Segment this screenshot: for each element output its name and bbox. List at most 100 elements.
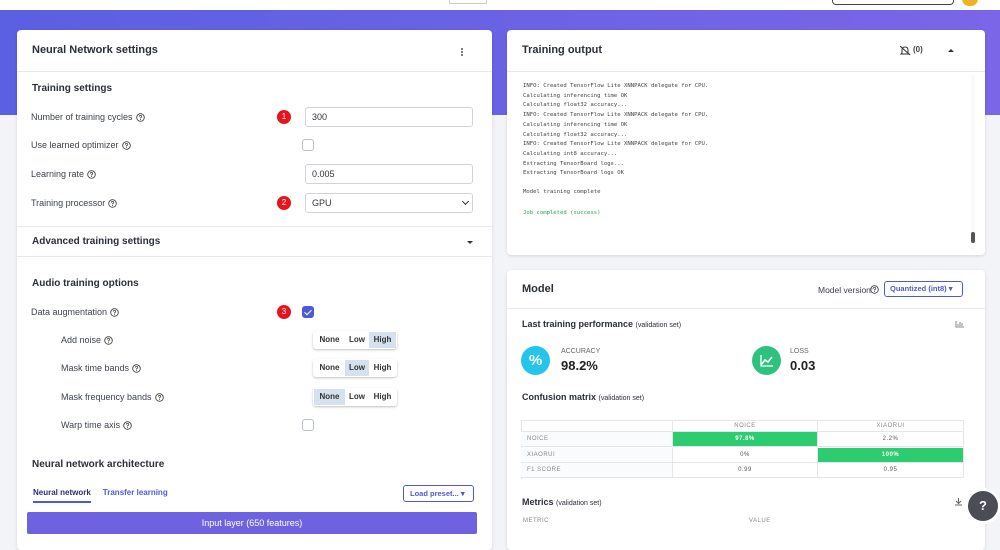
section-title: Neural network architecture bbox=[32, 459, 165, 470]
segment-option[interactable]: High bbox=[369, 360, 396, 376]
help-icon[interactable] bbox=[104, 335, 113, 345]
matrix-row-label: NOICE bbox=[521, 432, 673, 447]
top-bar bbox=[0, 0, 1000, 10]
matrix-row-label: F1 SCORE bbox=[521, 463, 673, 478]
field-label: Number of training cycles bbox=[31, 112, 133, 122]
divider bbox=[17, 71, 492, 72]
log-line: INFO: Created TensorFlow Lite XNNPACK de… bbox=[523, 141, 709, 148]
confusion-note: (validation set) bbox=[598, 395, 645, 402]
log-line: Calculating inferencing time OK bbox=[523, 92, 628, 99]
segment-option[interactable]: High bbox=[369, 389, 396, 405]
scrollbar-thumb[interactable] bbox=[971, 232, 975, 243]
step-badge: 3 bbox=[277, 305, 291, 319]
section-title: Training settings bbox=[32, 83, 113, 94]
bell-off-icon[interactable] bbox=[899, 45, 911, 56]
divider bbox=[17, 226, 492, 227]
select[interactable]: GPU bbox=[305, 193, 473, 213]
loss-icon bbox=[752, 346, 781, 375]
card-title: Training output bbox=[522, 44, 603, 56]
caret-up[interactable] bbox=[947, 47, 955, 53]
segment-option[interactable]: Low bbox=[345, 389, 369, 405]
card-title: Model bbox=[522, 283, 554, 295]
card-title: Neural Network settings bbox=[32, 44, 158, 56]
top-button[interactable] bbox=[449, 0, 487, 4]
segment-option[interactable]: None bbox=[314, 360, 345, 376]
segment-option[interactable]: High bbox=[369, 332, 396, 348]
section-title: Audio training options bbox=[32, 278, 139, 289]
checkbox[interactable] bbox=[302, 419, 314, 431]
tab-underline bbox=[33, 501, 91, 503]
warning-count[interactable]: (0) bbox=[913, 45, 923, 54]
log-line: Job completed (success) bbox=[523, 210, 601, 216]
checkbox[interactable] bbox=[302, 306, 314, 318]
segment-option[interactable]: None bbox=[314, 389, 345, 405]
matrix-cell: 0% bbox=[673, 447, 818, 463]
matrix-cell: 2.2% bbox=[818, 432, 964, 447]
segment-option[interactable]: None bbox=[314, 332, 345, 348]
field-label: Warp time axis bbox=[61, 420, 121, 430]
help-icon[interactable] bbox=[123, 420, 132, 430]
avatar[interactable] bbox=[962, 0, 978, 6]
version-select[interactable]: Quantized (int8) ▾ bbox=[884, 281, 963, 297]
version-label: Model version: bbox=[818, 285, 874, 295]
loss-label: LOSS bbox=[790, 348, 809, 355]
tab[interactable]: Transfer learning bbox=[102, 488, 168, 497]
log-line: Extracting TensorBoard logs OK bbox=[523, 170, 625, 177]
menu-icon[interactable] bbox=[459, 46, 465, 58]
matrix-cell: 100% bbox=[818, 447, 964, 463]
log-line: Calculating float32 accuracy... bbox=[523, 131, 628, 138]
load-preset-button[interactable]: Load preset... ▾ bbox=[403, 485, 474, 502]
caret-down[interactable] bbox=[466, 240, 474, 246]
metrics-title: Metrics bbox=[522, 497, 554, 507]
matrix-cell: 0.99 bbox=[673, 463, 818, 478]
accuracy-icon: % bbox=[521, 346, 550, 375]
help-icon[interactable] bbox=[121, 140, 131, 150]
help-icon[interactable] bbox=[132, 363, 141, 373]
help-button[interactable]: ? bbox=[968, 491, 998, 521]
select-value: GPU bbox=[312, 198, 332, 208]
help-icon[interactable] bbox=[154, 392, 164, 402]
top-button[interactable] bbox=[832, 0, 954, 5]
log-line: INFO: Created TensorFlow Lite XNNPACK de… bbox=[523, 112, 709, 119]
help-icon[interactable] bbox=[135, 112, 145, 122]
matrix-cell: 97.8% bbox=[673, 432, 818, 447]
chart-icon[interactable] bbox=[955, 320, 965, 328]
log-line: Calculating int8 accuracy... bbox=[523, 150, 618, 157]
field-label: Use learned optimizer bbox=[31, 140, 119, 150]
tab[interactable]: Neural network bbox=[33, 488, 91, 497]
section-title: Metrics (validation set) bbox=[522, 495, 602, 511]
divider bbox=[507, 71, 985, 72]
field-label: Data augmentation bbox=[31, 307, 108, 317]
help-icon[interactable] bbox=[108, 198, 117, 208]
divider bbox=[507, 308, 985, 309]
step-badge: 2 bbox=[277, 196, 291, 210]
matrix-row-label: XIAORUI bbox=[521, 447, 673, 463]
download-icon[interactable] bbox=[954, 497, 963, 506]
text-input[interactable]: 300 bbox=[305, 107, 473, 127]
checkbox[interactable] bbox=[302, 139, 314, 151]
help-icon[interactable] bbox=[870, 285, 879, 294]
log-line: Calculating float32 accuracy... bbox=[523, 102, 628, 109]
perf-note: (validation set) bbox=[635, 322, 682, 329]
text-input[interactable]: 0.005 bbox=[305, 164, 473, 184]
help-icon[interactable] bbox=[110, 307, 119, 317]
input-layer-label: Input layer (650 features) bbox=[201, 518, 303, 528]
input-layer[interactable]: Input layer (650 features) bbox=[27, 512, 477, 534]
help-icon[interactable] bbox=[87, 169, 96, 179]
matrix-cell bbox=[521, 420, 673, 432]
output-card bbox=[507, 30, 985, 255]
log-line: Model training complete bbox=[523, 189, 601, 195]
log-line: Calculating inferencing time OK bbox=[523, 121, 628, 128]
metrics-column: VALUE bbox=[749, 518, 771, 524]
matrix-cell: 0.95 bbox=[818, 463, 964, 478]
accuracy-label: ACCURACY bbox=[561, 348, 601, 355]
model-card bbox=[507, 270, 985, 550]
metrics-note: (validation set) bbox=[556, 500, 602, 507]
field-label: Training processor bbox=[31, 198, 106, 208]
segment-option[interactable]: Low bbox=[345, 332, 369, 348]
field-label: Mask frequency bands bbox=[61, 392, 152, 402]
section-title[interactable]: Advanced training settings bbox=[32, 236, 161, 247]
segment-option[interactable]: Low bbox=[345, 360, 369, 376]
matrix-header: XIAORUI bbox=[818, 420, 964, 432]
